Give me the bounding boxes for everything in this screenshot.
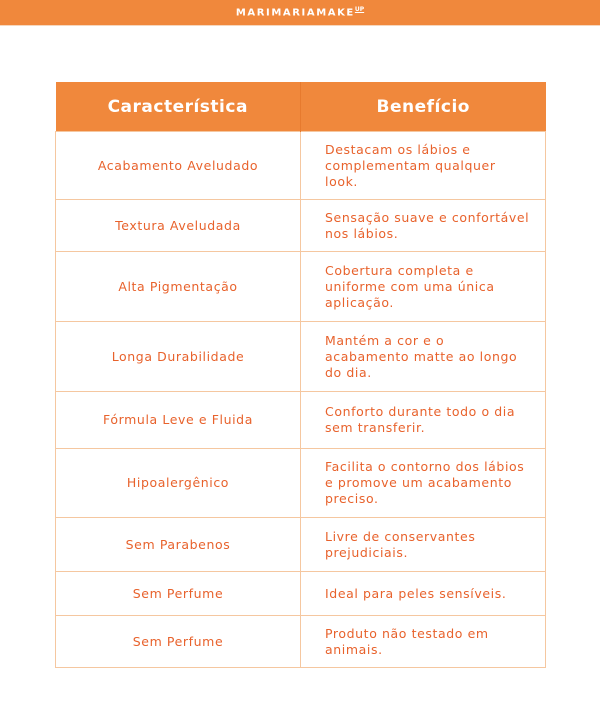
benefit-cell: Cobertura completa e uniforme com uma ún… [300,251,546,322]
feature-cell: Acabamento Aveludado [55,131,301,200]
feature-cell: Sem Parabenos [55,517,301,572]
benefit-cell: Mantém a cor e o acabamento matte ao lon… [300,321,546,392]
benefit-cell: Ideal para peles sensíveis. [300,571,546,616]
table-row: Textura Aveludada Sensação suave e confor… [55,199,546,252]
benefit-cell: Livre de conservantes prejudiciais. [300,517,546,572]
table-row: Acabamento Aveludado Destacam os lábios e… [55,131,546,200]
table-row: Alta Pigmentação Cobertura completa e uni… [55,251,546,322]
feature-cell: Alta Pigmentação [55,251,301,322]
feature-cell: Sem Perfume [55,615,301,668]
feature-cell: Longa Durabilidade [55,321,301,392]
table-row: Hipoalergênico Facilita o contorno dos lá… [55,448,546,518]
table-row: Longa Durabilidade Mantém a cor e o acaba… [55,321,546,392]
benefit-cell: Facilita o contorno dos lábios e promove… [300,448,546,518]
table-row: Sem Perfume Ideal para peles sensíveis. [55,571,546,616]
table-header-row: Característica Benefício [55,82,546,132]
brand-logo: MARIMARIAMAKEUP [235,6,365,19]
benefit-cell: Destacam os lábios e complementam qualqu… [300,131,546,200]
feature-cell: Sem Perfume [55,571,301,616]
column-header-feature: Característica [55,82,301,132]
table-row: Fórmula Leve e Fluida Conforto durante to… [55,391,546,449]
benefit-cell: Conforto durante todo o dia sem transfer… [300,391,546,449]
benefit-cell: Sensação suave e confortável nos lábios. [300,199,546,252]
column-header-benefit: Benefício [300,82,546,132]
table-row: Sem Parabenos Livre de conservantes preju… [55,517,546,572]
feature-cell: Fórmula Leve e Fluida [55,391,301,449]
benefit-cell: Produto não testado em animais. [300,615,546,668]
brand-header: MARIMARIAMAKEUP [0,0,600,26]
table-row: Sem Perfume Produto não testado em animai… [55,615,546,668]
feature-cell: Hipoalergênico [55,448,301,518]
feature-cell: Textura Aveludada [55,199,301,252]
features-table: Característica Benefício Acabamento Avel… [55,82,546,668]
